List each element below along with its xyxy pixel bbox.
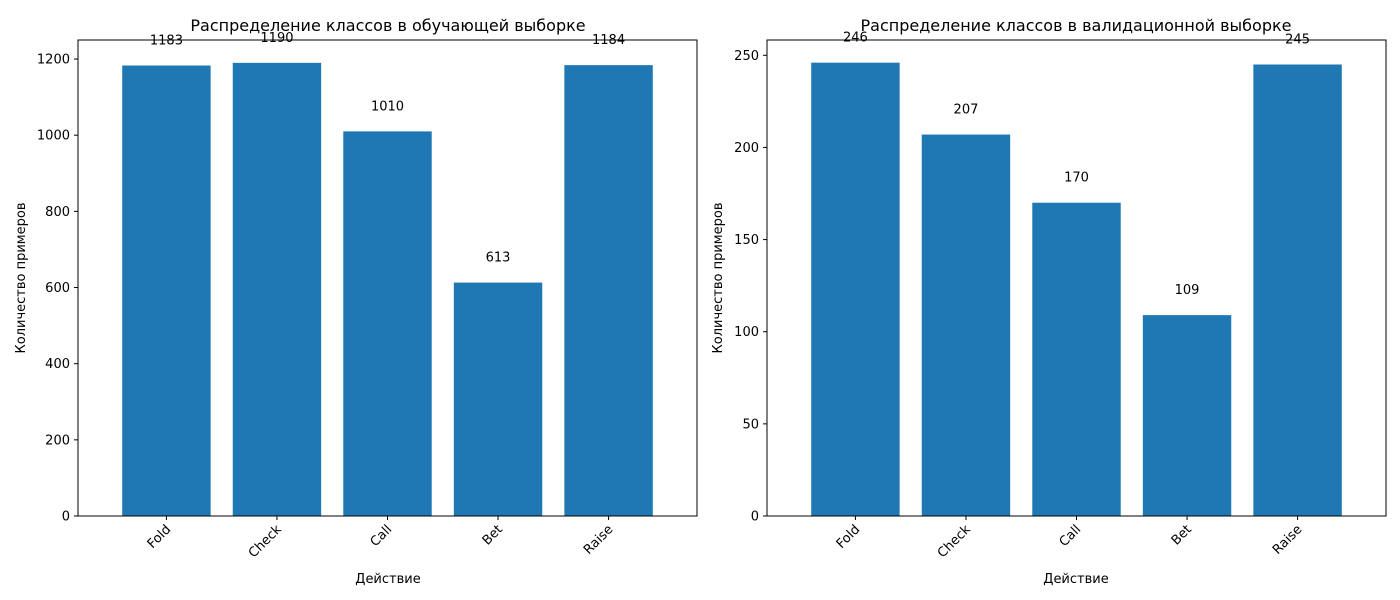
validation-chart-ylabel: Количество примеров (711, 203, 726, 354)
train-chart-ylabel: Количество примеров (14, 203, 29, 354)
train-x-tick-label: Fold (145, 522, 175, 552)
train-y-tick-label: 600 (45, 281, 70, 296)
train-bar-fold (122, 65, 211, 516)
train-axes-frame (77, 39, 698, 517)
train-y-tick-label: 1200 (37, 53, 70, 68)
validation-y-tick-label: 0 (751, 510, 759, 525)
validation-chart-xlabel: Действие (1043, 572, 1108, 587)
validation-y-tick-label: 50 (742, 417, 759, 432)
train-bar-raise (564, 65, 653, 516)
validation-bar-raise (1253, 64, 1342, 516)
validation-bar-bet (1142, 315, 1232, 516)
train-x-tick-label: Call (368, 522, 396, 550)
validation-x-tick-label: Fold (834, 522, 864, 552)
train-chart-title: Распределение классов в обучающей выборк… (190, 16, 585, 35)
validation-x-tick-label: Raise (1270, 522, 1305, 557)
validation-bar-value-label: 207 (954, 102, 979, 117)
train-bar-value-label: 613 (486, 251, 511, 266)
train-y-tick-label: 800 (45, 205, 70, 220)
validation-bar-value-label: 246 (843, 31, 868, 46)
validation-y-tick-label: 200 (734, 141, 759, 156)
validation-y-tick-label: 150 (734, 233, 759, 248)
validation-x-tick-label: Call (1057, 522, 1085, 550)
validation-bar-call (1032, 202, 1121, 516)
validation-x-tick-label: Check (935, 522, 974, 561)
train-y-tick-label: 200 (45, 433, 70, 448)
validation-bar-value-label: 170 (1064, 171, 1089, 186)
train-chart-xlabel: Действие (355, 572, 420, 587)
validation-axes-frame (766, 39, 1387, 517)
train-bar-value-label: 1010 (371, 99, 404, 114)
train-bar-call (343, 131, 432, 516)
train-chart: Распределение классов в обучающей выборк… (14, 16, 698, 587)
validation-chart: Распределение классов в валидационной вы… (711, 16, 1387, 587)
validation-y-tick-label: 250 (734, 49, 759, 64)
train-x-tick-label: Raise (581, 522, 616, 557)
validation-chart-title: Распределение классов в валидационной вы… (861, 16, 1292, 35)
train-y-tick-label: 0 (62, 510, 70, 525)
train-x-tick-label: Check (246, 522, 285, 561)
train-bar-bet (453, 282, 543, 516)
validation-bar-check (921, 134, 1011, 516)
train-y-tick-label: 1000 (37, 129, 70, 144)
validation-x-tick-label: Bet (1169, 522, 1195, 548)
validation-y-tick-label: 100 (734, 325, 759, 340)
validation-bar-value-label: 109 (1175, 283, 1200, 298)
train-bar-value-label: 1190 (260, 31, 293, 46)
train-x-tick-label: Bet (480, 522, 506, 548)
train-bar-value-label: 1183 (150, 33, 183, 48)
train-bar-value-label: 1184 (592, 33, 625, 48)
train-y-tick-label: 400 (45, 357, 70, 372)
validation-bar-fold (811, 62, 900, 517)
train-bar-check (232, 62, 322, 517)
